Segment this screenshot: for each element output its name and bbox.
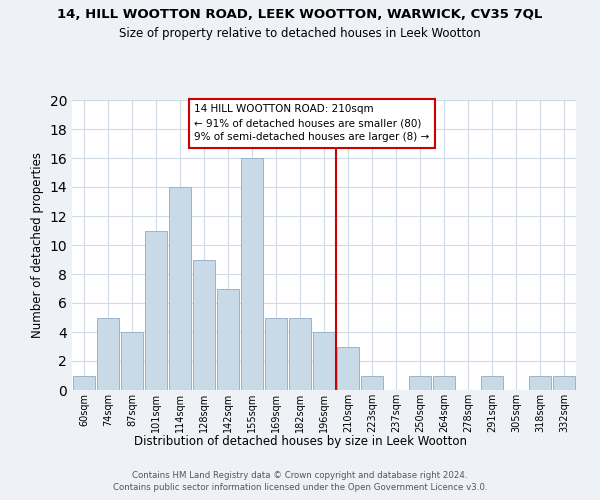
Bar bbox=[145, 230, 167, 390]
Bar bbox=[265, 318, 287, 390]
Bar bbox=[313, 332, 335, 390]
Bar bbox=[409, 376, 431, 390]
Bar bbox=[73, 376, 95, 390]
Bar bbox=[289, 318, 311, 390]
Text: 14 HILL WOOTTON ROAD: 210sqm
← 91% of detached houses are smaller (80)
9% of sem: 14 HILL WOOTTON ROAD: 210sqm ← 91% of de… bbox=[194, 104, 430, 142]
Bar bbox=[481, 376, 503, 390]
Text: Size of property relative to detached houses in Leek Wootton: Size of property relative to detached ho… bbox=[119, 28, 481, 40]
Bar bbox=[169, 187, 191, 390]
Bar bbox=[97, 318, 119, 390]
Bar bbox=[529, 376, 551, 390]
Bar bbox=[433, 376, 455, 390]
Bar bbox=[193, 260, 215, 390]
Text: 14, HILL WOOTTON ROAD, LEEK WOOTTON, WARWICK, CV35 7QL: 14, HILL WOOTTON ROAD, LEEK WOOTTON, WAR… bbox=[58, 8, 542, 20]
Text: Distribution of detached houses by size in Leek Wootton: Distribution of detached houses by size … bbox=[133, 435, 467, 448]
Bar bbox=[337, 346, 359, 390]
Bar bbox=[121, 332, 143, 390]
Bar bbox=[361, 376, 383, 390]
Text: Contains public sector information licensed under the Open Government Licence v3: Contains public sector information licen… bbox=[113, 484, 487, 492]
Bar bbox=[553, 376, 575, 390]
Y-axis label: Number of detached properties: Number of detached properties bbox=[31, 152, 44, 338]
Bar bbox=[217, 288, 239, 390]
Text: Contains HM Land Registry data © Crown copyright and database right 2024.: Contains HM Land Registry data © Crown c… bbox=[132, 471, 468, 480]
Bar bbox=[241, 158, 263, 390]
